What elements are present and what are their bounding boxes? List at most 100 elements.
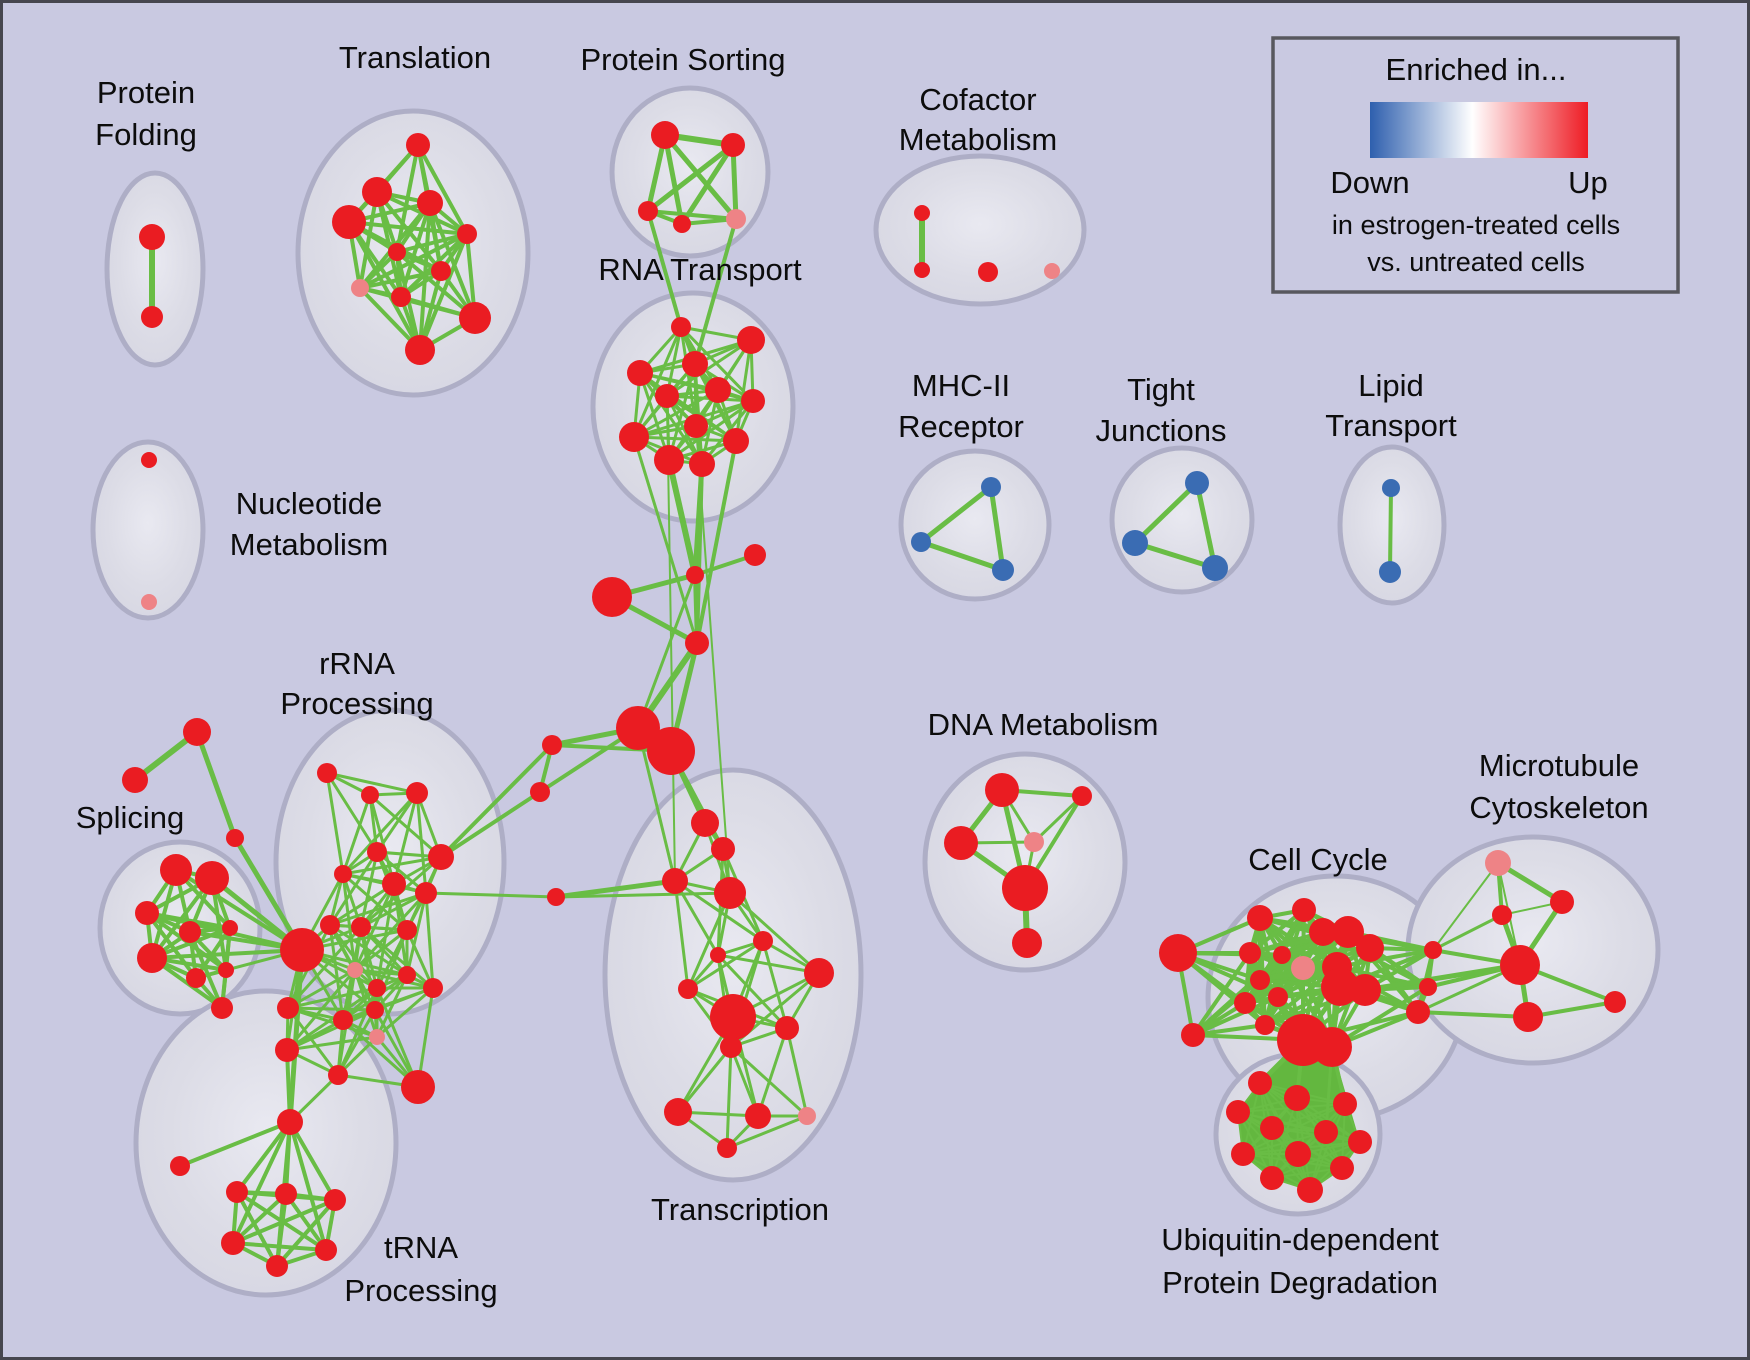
node-ubiquitin-degradation[interactable] [1284, 1085, 1310, 1111]
node-splicing[interactable] [137, 943, 167, 973]
node-splicing[interactable] [211, 997, 233, 1019]
node-lipid-transport[interactable] [1382, 479, 1400, 497]
node-microtubule-cytoskeleton[interactable] [1550, 890, 1574, 914]
node-microtubule-cytoskeleton[interactable] [1492, 905, 1512, 925]
node-dna-metabolism[interactable] [985, 773, 1019, 807]
node-connector-hub[interactable] [592, 577, 632, 617]
node-translation[interactable] [431, 261, 451, 281]
node-transcription[interactable] [678, 979, 698, 999]
node-cell-cycle[interactable] [1309, 918, 1337, 946]
node-rrna-processing[interactable] [369, 1029, 385, 1045]
node-transcription[interactable] [798, 1107, 816, 1125]
node-rrna-processing[interactable] [368, 979, 386, 997]
node-connector-hub[interactable] [616, 706, 660, 750]
node-cofactor-metabolism[interactable] [978, 262, 998, 282]
node-connector-hub[interactable] [542, 735, 562, 755]
node-microtubule-cytoskeleton[interactable] [1485, 850, 1511, 876]
node-ubiquitin-degradation[interactable] [1226, 1100, 1250, 1124]
node-translation[interactable] [391, 287, 411, 307]
node-ubiquitin-degradation[interactable] [1333, 1092, 1357, 1116]
node-protein-sorting[interactable] [651, 121, 679, 149]
node-cell-cycle[interactable] [1424, 941, 1442, 959]
node-transcription[interactable] [717, 1138, 737, 1158]
node-protein-sorting[interactable] [726, 209, 746, 229]
node-rrna-processing[interactable] [415, 882, 437, 904]
node-cell-cycle[interactable] [1356, 934, 1384, 962]
node-trna-processing[interactable] [275, 1183, 297, 1205]
node-dna-metabolism[interactable] [944, 826, 978, 860]
node-transcription[interactable] [753, 931, 773, 951]
node-outlier[interactable] [183, 718, 211, 746]
node-protein-sorting[interactable] [638, 201, 658, 221]
node-rrna-processing[interactable] [334, 865, 352, 883]
node-cell-cycle[interactable] [1268, 987, 1288, 1007]
node-cell-cycle[interactable] [1312, 1027, 1352, 1067]
node-ubiquitin-degradation[interactable] [1260, 1166, 1284, 1190]
node-mhc-ii-receptor[interactable] [992, 559, 1014, 581]
node-splicing[interactable] [218, 962, 234, 978]
node-translation[interactable] [417, 190, 443, 216]
node-cell-cycle[interactable] [1291, 956, 1315, 980]
node-connector-hub[interactable] [547, 888, 565, 906]
node-ubiquitin-degradation[interactable] [1330, 1156, 1354, 1180]
node-dna-metabolism[interactable] [1024, 832, 1044, 852]
node-transcription[interactable] [710, 947, 726, 963]
node-mhc-ii-receptor[interactable] [981, 477, 1001, 497]
node-tight-junctions[interactable] [1122, 530, 1148, 556]
node-nucleotide-metabolism[interactable] [141, 452, 157, 468]
node-cofactor-metabolism[interactable] [1044, 263, 1060, 279]
node-rna-transport[interactable] [689, 451, 715, 477]
node-translation[interactable] [457, 224, 477, 244]
node-rna-transport[interactable] [682, 351, 708, 377]
node-rna-transport[interactable] [723, 428, 749, 454]
node-cofactor-metabolism[interactable] [914, 262, 930, 278]
node-protein-folding[interactable] [141, 306, 163, 328]
node-rrna-processing[interactable] [401, 1070, 435, 1104]
node-cell-cycle[interactable] [1406, 1000, 1430, 1024]
node-rrna-processing[interactable] [361, 786, 379, 804]
node-rna-transport[interactable] [619, 422, 649, 452]
node-cofactor-metabolism[interactable] [914, 205, 930, 221]
node-dna-metabolism[interactable] [1012, 928, 1042, 958]
node-rrna-processing[interactable] [366, 1001, 384, 1019]
node-protein-sorting[interactable] [673, 215, 691, 233]
node-splicing[interactable] [160, 854, 192, 886]
node-connector-hub[interactable] [530, 782, 550, 802]
node-translation[interactable] [459, 302, 491, 334]
node-ubiquitin-degradation[interactable] [1231, 1142, 1255, 1166]
node-microtubule-cytoskeleton[interactable] [1500, 945, 1540, 985]
node-translation[interactable] [351, 279, 369, 297]
node-tight-junctions[interactable] [1185, 471, 1209, 495]
node-cell-cycle[interactable] [1181, 1023, 1205, 1047]
node-rna-transport[interactable] [655, 384, 679, 408]
node-transcription[interactable] [775, 1016, 799, 1040]
node-trna-processing[interactable] [277, 1109, 303, 1135]
node-rrna-processing[interactable] [367, 842, 387, 862]
node-transcription[interactable] [664, 1098, 692, 1126]
node-cell-cycle[interactable] [1332, 916, 1364, 948]
node-rrna-processing[interactable] [280, 928, 324, 972]
node-cell-cycle[interactable] [1321, 968, 1359, 1006]
node-splicing[interactable] [179, 921, 201, 943]
node-connector-hub[interactable] [647, 727, 695, 775]
node-rrna-processing[interactable] [382, 872, 406, 896]
node-mhc-ii-receptor[interactable] [911, 532, 931, 552]
node-rrna-processing[interactable] [347, 962, 363, 978]
node-cell-cycle[interactable] [1250, 970, 1270, 990]
node-connector-hub[interactable] [686, 566, 704, 584]
node-cell-cycle[interactable] [1292, 898, 1316, 922]
node-rna-transport[interactable] [627, 360, 653, 386]
node-rrna-processing[interactable] [277, 997, 299, 1019]
node-microtubule-cytoskeleton[interactable] [1604, 991, 1626, 1013]
node-rrna-processing[interactable] [351, 917, 371, 937]
node-rna-transport[interactable] [654, 445, 684, 475]
node-outlier[interactable] [122, 767, 148, 793]
node-tight-junctions[interactable] [1202, 555, 1228, 581]
node-rna-transport[interactable] [684, 414, 708, 438]
node-transcription[interactable] [714, 877, 746, 909]
node-transcription[interactable] [662, 868, 688, 894]
node-cell-cycle[interactable] [1159, 934, 1197, 972]
node-microtubule-cytoskeleton[interactable] [1513, 1002, 1543, 1032]
node-rrna-processing[interactable] [328, 1065, 348, 1085]
node-trna-processing[interactable] [226, 1181, 248, 1203]
